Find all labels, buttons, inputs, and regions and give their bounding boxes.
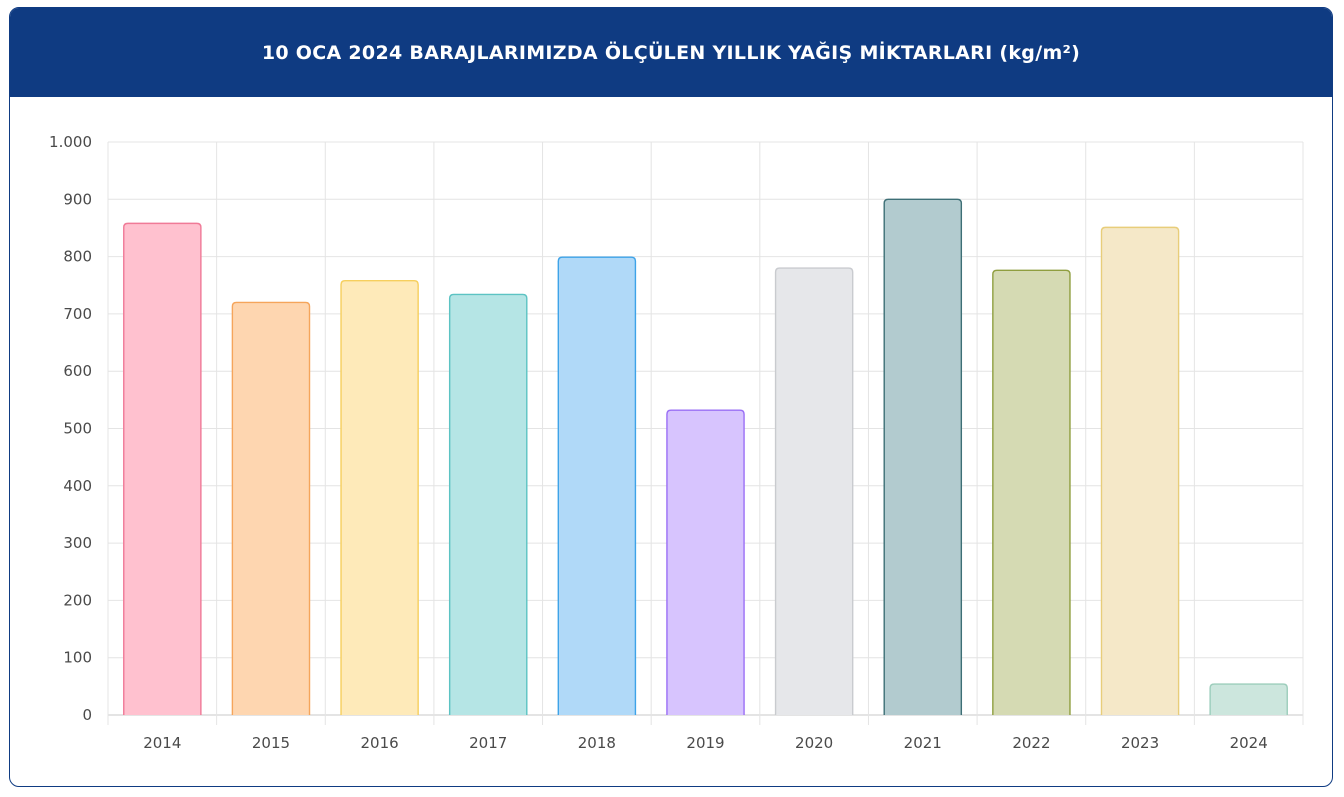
bar-fill-2024 <box>1210 684 1288 715</box>
x-tick-label: 2016 <box>360 734 398 752</box>
y-tick-label: 100 <box>63 649 92 667</box>
bar-2016 <box>340 279 419 715</box>
bar-fill-2022 <box>992 270 1070 715</box>
x-tick-label: 2014 <box>143 734 181 752</box>
x-tick-label: 2020 <box>795 734 833 752</box>
bar-2018 <box>557 256 637 715</box>
chart-title: 10 OCA 2024 BARAJLARIMIZDA ÖLÇÜLEN YILLI… <box>261 41 1081 64</box>
y-tick-label: 300 <box>63 534 92 552</box>
x-tick-label: 2022 <box>1012 734 1050 752</box>
bar-2024 <box>1209 683 1288 715</box>
x-tick-label: 2019 <box>686 734 724 752</box>
bar-2020 <box>774 267 854 715</box>
x-tick-label: 2017 <box>469 734 507 752</box>
y-tick-label: 500 <box>63 420 92 438</box>
bar-2015 <box>231 301 311 715</box>
chart-header: 10 OCA 2024 BARAJLARIMIZDA ÖLÇÜLEN YILLI… <box>10 8 1332 97</box>
bar-2021 <box>883 198 963 715</box>
x-tick-label: 2024 <box>1230 734 1268 752</box>
bar-2017 <box>448 293 528 715</box>
y-tick-label: 200 <box>63 591 92 609</box>
bar-2022 <box>992 269 1071 715</box>
y-tick-label: 400 <box>63 477 92 495</box>
x-tick-label: 2018 <box>578 734 616 752</box>
bar-2023 <box>1100 226 1180 715</box>
y-tick-label: 600 <box>63 362 92 380</box>
y-tick-label: 0 <box>82 706 92 724</box>
bar-fill-2018 <box>558 257 636 715</box>
bar-fill-2020 <box>775 268 853 715</box>
bar-2014 <box>123 222 202 715</box>
bar-fill-2015 <box>232 302 310 715</box>
bar-fill-2019 <box>666 410 745 715</box>
x-tick-label: 2023 <box>1121 734 1159 752</box>
bar-fill-2017 <box>449 294 527 715</box>
bar-2019 <box>666 409 745 715</box>
bar-fill-2014 <box>123 223 201 715</box>
bar-fill-2016 <box>341 280 419 715</box>
bar-fill-2023 <box>1101 227 1179 715</box>
y-tick-label: 800 <box>63 248 92 266</box>
x-tick-label: 2021 <box>904 734 942 752</box>
y-tick-label: 1.000 <box>49 133 92 151</box>
bar-fill-2021 <box>884 199 962 716</box>
x-tick-label: 2015 <box>252 734 290 752</box>
y-tick-label: 900 <box>63 190 92 208</box>
y-tick-label: 700 <box>63 305 92 323</box>
